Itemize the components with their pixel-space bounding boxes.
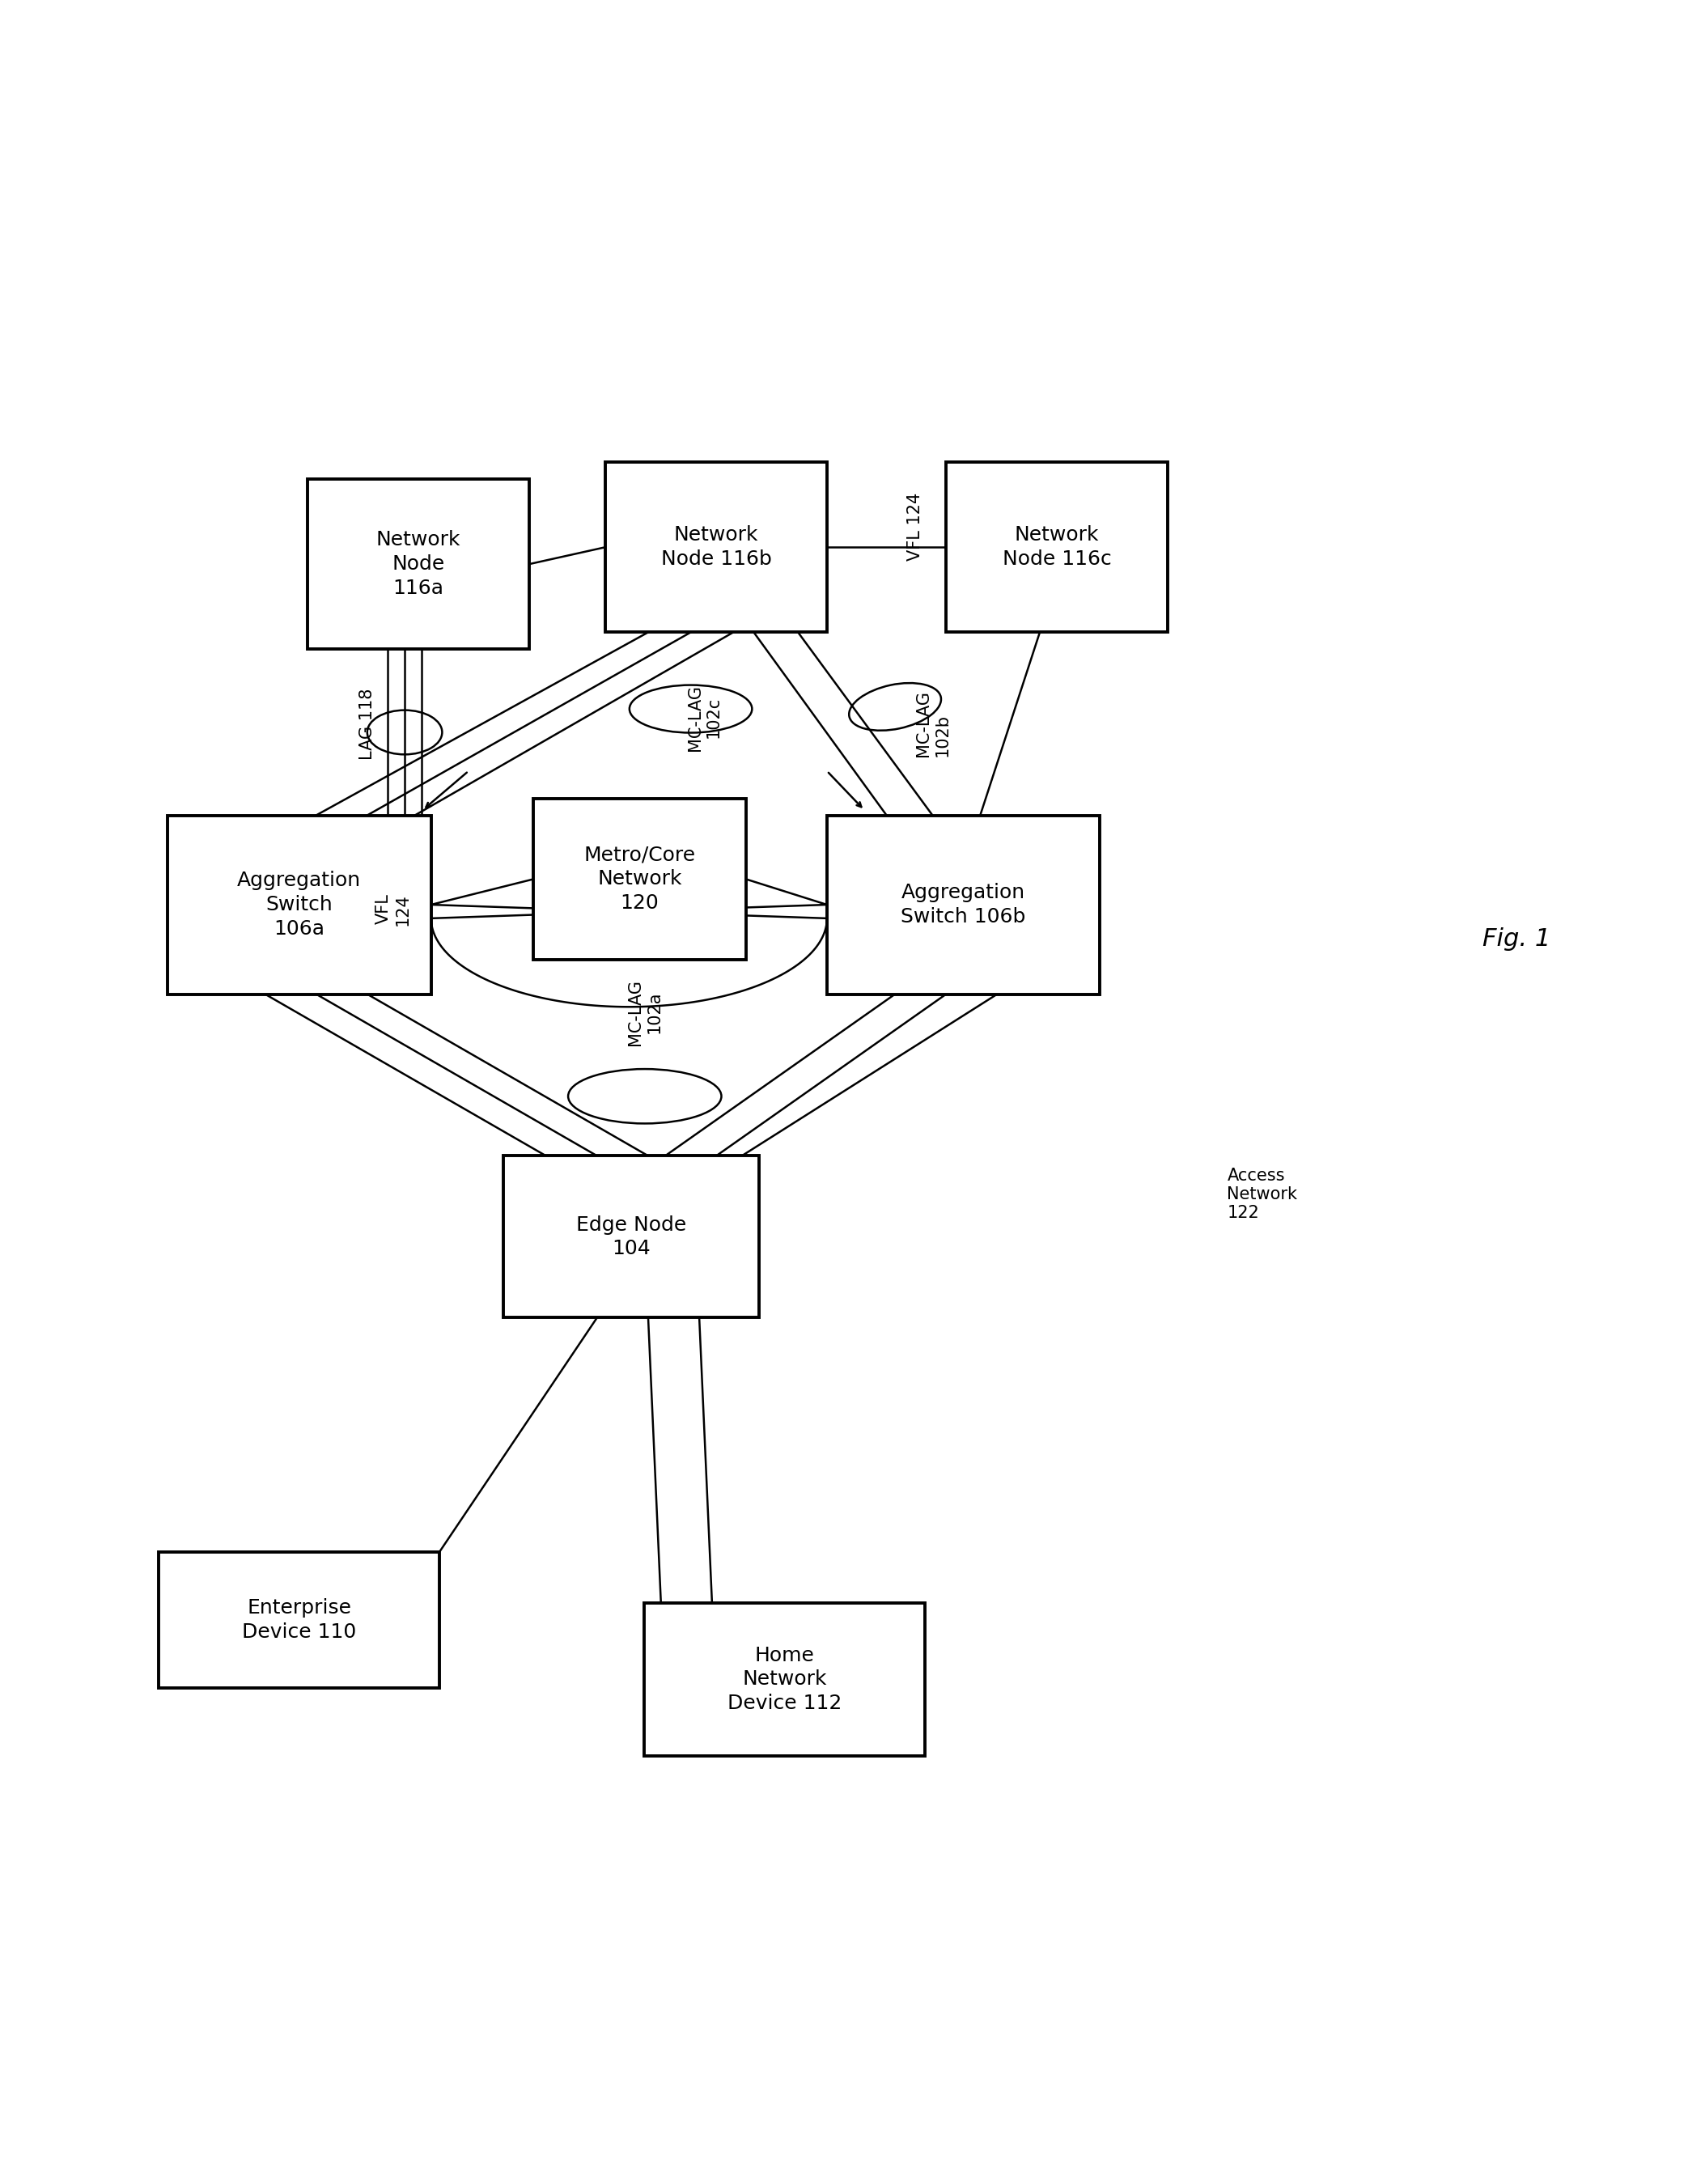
FancyBboxPatch shape xyxy=(167,815,431,994)
Text: MC-LAG
102c: MC-LAG 102c xyxy=(687,684,721,751)
Text: Enterprise
Device 110: Enterprise Device 110 xyxy=(242,1599,356,1642)
Text: VFL
124: VFL 124 xyxy=(375,893,411,926)
FancyBboxPatch shape xyxy=(827,815,1100,994)
Text: Aggregation
Switch
106a: Aggregation Switch 106a xyxy=(237,871,361,939)
Circle shape xyxy=(392,308,699,616)
Circle shape xyxy=(580,325,904,649)
FancyBboxPatch shape xyxy=(159,1553,440,1688)
Text: Access
Network
122: Access Network 122 xyxy=(1228,1166,1298,1221)
Text: Home
Network
Device 112: Home Network Device 112 xyxy=(728,1647,842,1712)
Text: Fig. 1: Fig. 1 xyxy=(1482,926,1550,950)
FancyBboxPatch shape xyxy=(946,463,1168,631)
Text: Network
Node
116a: Network Node 116a xyxy=(377,531,460,598)
FancyBboxPatch shape xyxy=(503,1155,759,1317)
Text: MC-LAG
102b: MC-LAG 102b xyxy=(916,690,950,758)
Circle shape xyxy=(367,199,691,522)
FancyBboxPatch shape xyxy=(534,799,747,961)
Circle shape xyxy=(537,105,946,513)
Text: Aggregation
Switch 106b: Aggregation Switch 106b xyxy=(900,882,1026,926)
FancyBboxPatch shape xyxy=(644,1603,924,1756)
Text: Edge Node
104: Edge Node 104 xyxy=(576,1214,687,1258)
Text: Metro/Core
Network
120: Metro/Core Network 120 xyxy=(583,845,696,913)
Text: MC-LAG
102a: MC-LAG 102a xyxy=(627,978,662,1046)
Text: LAG 118: LAG 118 xyxy=(360,688,375,760)
Circle shape xyxy=(793,190,1117,513)
Circle shape xyxy=(239,293,546,598)
Circle shape xyxy=(955,293,1262,598)
Circle shape xyxy=(784,308,1091,616)
FancyBboxPatch shape xyxy=(605,463,827,631)
Text: Network
Node 116c: Network Node 116c xyxy=(1003,526,1112,568)
Text: Network
Node 116b: Network Node 116b xyxy=(662,526,772,568)
Text: VFL 124: VFL 124 xyxy=(907,494,922,561)
FancyBboxPatch shape xyxy=(307,478,529,649)
